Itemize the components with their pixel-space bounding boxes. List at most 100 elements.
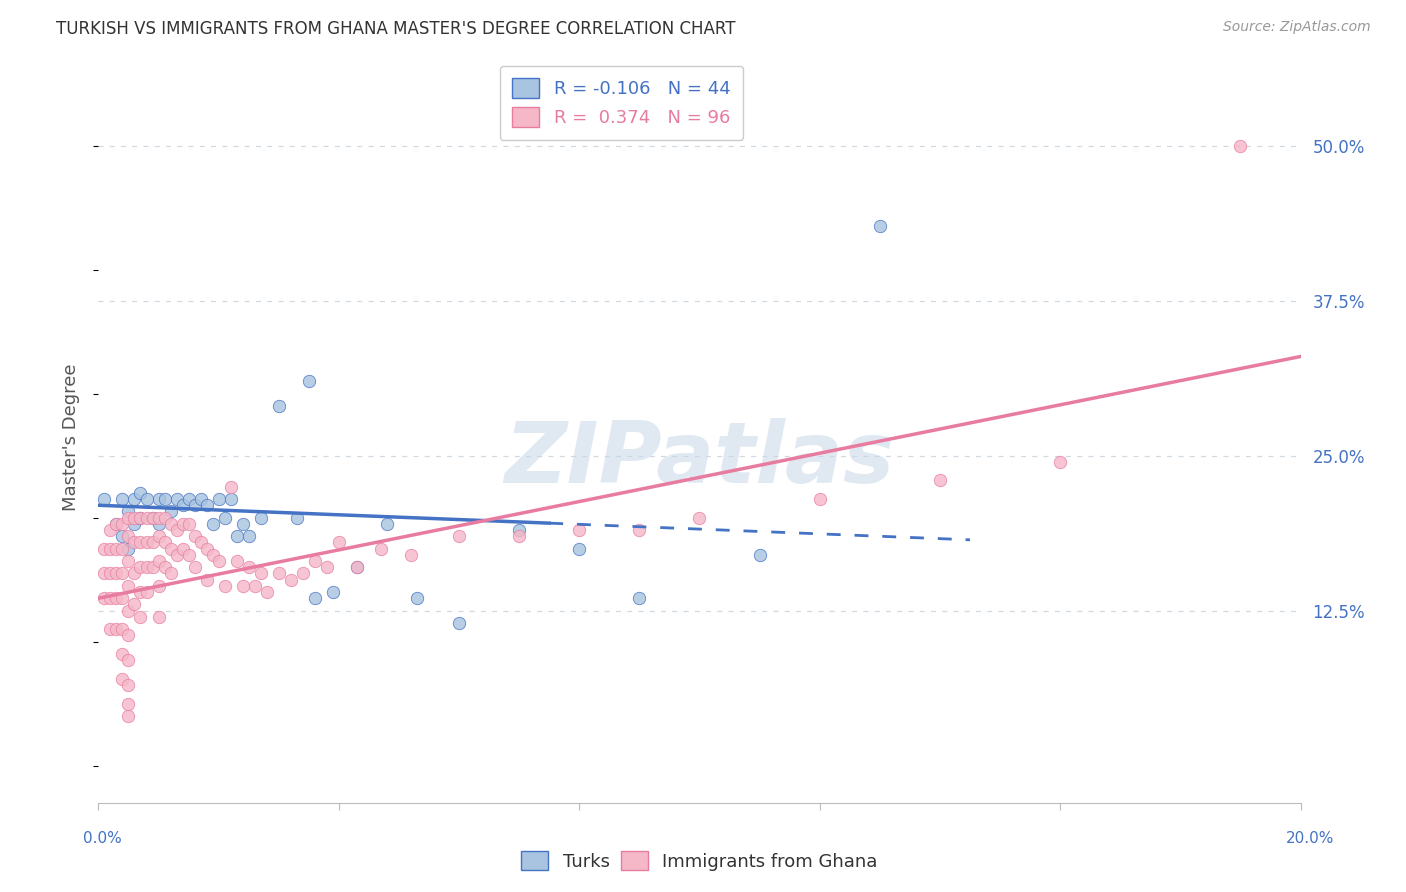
Text: 0.0%: 0.0% — [83, 831, 122, 846]
Point — [117, 541, 139, 556]
Point — [159, 516, 181, 531]
Point — [93, 566, 115, 581]
Point — [183, 498, 205, 512]
Point — [808, 491, 831, 506]
Point — [219, 480, 242, 494]
Point — [267, 566, 290, 581]
Point — [370, 541, 392, 556]
Point — [148, 610, 170, 624]
Point — [689, 510, 711, 524]
Point — [105, 566, 128, 581]
Point — [117, 504, 139, 518]
Point — [111, 591, 134, 606]
Point — [929, 474, 952, 488]
Point — [129, 535, 152, 549]
Y-axis label: Master's Degree: Master's Degree — [62, 363, 80, 511]
Point — [183, 529, 205, 543]
Text: TURKISH VS IMMIGRANTS FROM GHANA MASTER'S DEGREE CORRELATION CHART: TURKISH VS IMMIGRANTS FROM GHANA MASTER'… — [56, 20, 735, 37]
Point — [304, 554, 326, 568]
Point — [183, 560, 205, 574]
Point — [280, 573, 302, 587]
Point — [256, 585, 278, 599]
Point — [117, 510, 139, 524]
Point — [177, 548, 200, 562]
Point — [111, 529, 134, 543]
Point — [100, 566, 122, 581]
Point — [195, 541, 218, 556]
Point — [249, 566, 271, 581]
Point — [628, 591, 651, 606]
Point — [93, 541, 115, 556]
Point — [219, 491, 242, 506]
Point — [105, 516, 128, 531]
Point — [117, 653, 139, 667]
Point — [208, 491, 231, 506]
Point — [135, 491, 157, 506]
Point — [105, 591, 128, 606]
Point — [148, 579, 170, 593]
Point — [298, 374, 321, 388]
Point — [177, 516, 200, 531]
Point — [508, 529, 530, 543]
Point — [100, 541, 122, 556]
Point — [285, 510, 308, 524]
Text: 20.0%: 20.0% — [1286, 831, 1334, 846]
Point — [166, 491, 188, 506]
Point — [129, 486, 152, 500]
Point — [141, 535, 163, 549]
Point — [568, 523, 591, 537]
Point — [117, 554, 139, 568]
Point — [214, 510, 236, 524]
Text: ZIPatlas: ZIPatlas — [505, 417, 894, 500]
Point — [177, 491, 200, 506]
Point — [238, 560, 260, 574]
Point — [568, 541, 591, 556]
Point — [124, 491, 146, 506]
Point — [166, 523, 188, 537]
Point — [124, 598, 146, 612]
Point — [190, 535, 212, 549]
Point — [375, 516, 398, 531]
Point — [135, 560, 157, 574]
Point — [111, 672, 134, 686]
Point — [111, 541, 134, 556]
Point — [208, 554, 231, 568]
Point — [195, 498, 218, 512]
Point — [117, 604, 139, 618]
Point — [124, 566, 146, 581]
Point — [141, 560, 163, 574]
Point — [117, 628, 139, 642]
Point — [172, 541, 194, 556]
Point — [232, 579, 254, 593]
Point — [172, 516, 194, 531]
Point — [135, 585, 157, 599]
Point — [117, 709, 139, 723]
Point — [111, 647, 134, 661]
Point — [111, 622, 134, 636]
Point — [328, 535, 350, 549]
Point — [111, 566, 134, 581]
Point — [159, 541, 181, 556]
Point — [105, 622, 128, 636]
Point — [214, 579, 236, 593]
Point — [148, 510, 170, 524]
Point — [243, 579, 266, 593]
Point — [508, 523, 530, 537]
Point — [201, 548, 224, 562]
Point — [232, 516, 254, 531]
Point — [172, 498, 194, 512]
Point — [148, 529, 170, 543]
Point — [117, 697, 139, 711]
Point — [628, 523, 651, 537]
Point — [346, 560, 368, 574]
Point — [124, 516, 146, 531]
Point — [153, 510, 176, 524]
Point — [225, 554, 247, 568]
Point — [304, 591, 326, 606]
Point — [195, 573, 218, 587]
Point — [869, 219, 891, 234]
Point — [129, 610, 152, 624]
Point — [225, 529, 247, 543]
Point — [267, 399, 290, 413]
Point — [406, 591, 429, 606]
